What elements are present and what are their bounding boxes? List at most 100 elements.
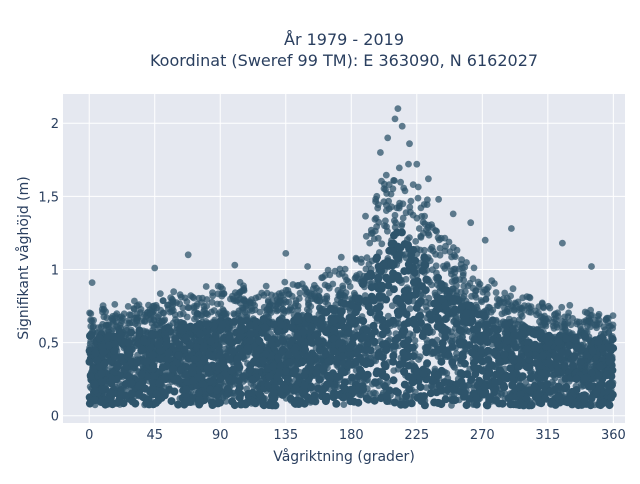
scatter-point <box>510 306 518 313</box>
scatter-point <box>565 341 574 350</box>
scatter-point <box>469 284 477 292</box>
scatter-point <box>477 346 486 355</box>
scatter-point <box>135 381 144 390</box>
scatter-point <box>538 351 547 360</box>
scatter-point <box>195 388 203 397</box>
scatter-point <box>301 345 310 354</box>
scatter-point <box>333 372 342 381</box>
scatter-point-outlier <box>413 160 421 168</box>
scatter-point <box>500 350 509 359</box>
scatter-point <box>468 292 475 300</box>
scatter-point <box>484 283 492 291</box>
scatter-point <box>196 329 205 338</box>
scatter-point <box>338 345 347 354</box>
scatter-point <box>441 301 450 310</box>
scatter-point <box>203 296 211 303</box>
scatter-point <box>198 312 206 320</box>
scatter-point <box>578 391 587 400</box>
scatter-point <box>195 320 204 328</box>
scatter-point <box>443 385 452 394</box>
scatter-point <box>87 322 95 330</box>
scatter-point <box>154 396 163 405</box>
scatter-point <box>422 275 431 284</box>
scatter-point <box>195 395 204 404</box>
scatter-point <box>390 231 398 240</box>
scatter-point <box>345 278 352 286</box>
scatter-point <box>374 352 383 361</box>
scatter-point <box>203 302 211 310</box>
scatter-point <box>422 226 430 234</box>
scatter-point <box>391 177 398 185</box>
scatter-point <box>469 275 477 283</box>
scatter-point <box>189 377 198 386</box>
scatter-point <box>599 399 608 407</box>
scatter-point <box>498 310 506 318</box>
scatter-point <box>244 389 253 398</box>
scatter-point <box>378 322 387 331</box>
scatter-point <box>409 331 417 339</box>
scatter-point <box>460 389 469 397</box>
scatter-point <box>108 375 117 384</box>
scatter-point <box>98 385 107 394</box>
scatter-point <box>175 340 184 349</box>
scatter-point <box>456 340 465 349</box>
scatter-point <box>407 197 415 205</box>
scatter-point <box>219 285 226 293</box>
scatter-point <box>109 316 116 323</box>
scatter-point <box>441 325 450 334</box>
scatter-point <box>609 312 617 319</box>
scatter-point-outlier <box>398 122 406 130</box>
scatter-point <box>209 292 217 300</box>
scatter-point <box>95 324 102 332</box>
scatter-point <box>202 283 210 290</box>
scatter-point <box>293 316 302 325</box>
scatter-point <box>281 367 290 376</box>
scatter-point <box>457 302 466 311</box>
scatter-point <box>320 308 329 317</box>
scatter-point <box>295 295 303 302</box>
scatter-point <box>472 325 481 334</box>
scatter-point <box>411 256 420 265</box>
scatter-point <box>264 297 272 304</box>
scatter-point <box>100 313 108 321</box>
scatter-point <box>298 358 307 367</box>
scatter-point <box>459 264 466 272</box>
scatter-point <box>131 297 138 305</box>
scatter-point <box>572 375 581 384</box>
scatter-point <box>155 379 164 388</box>
scatter-point <box>423 359 432 368</box>
scatter-point <box>543 380 552 389</box>
scatter-point <box>499 382 508 391</box>
scatter-point <box>553 367 562 375</box>
scatter-point <box>592 387 601 396</box>
scatter-point <box>393 388 402 397</box>
scatter-point <box>588 346 597 355</box>
scatter-point <box>170 387 179 396</box>
scatter-point <box>388 203 395 211</box>
scatter-point <box>416 383 425 392</box>
scatter-point <box>357 259 365 266</box>
scatter-point <box>359 385 368 394</box>
scatter-point <box>595 310 603 318</box>
scatter-point <box>305 299 312 307</box>
scatter-point <box>260 323 269 332</box>
scatter-point <box>412 238 420 245</box>
scatter-point <box>315 375 324 384</box>
scatter-point <box>483 338 492 347</box>
scatter-point <box>290 346 299 354</box>
scatter-point <box>208 298 216 306</box>
scatter-point <box>299 328 308 336</box>
scatter-point <box>434 371 442 380</box>
scatter-point <box>609 344 618 353</box>
scatter-point <box>391 211 399 219</box>
scatter-point <box>318 386 327 395</box>
scatter-point <box>496 367 505 376</box>
scatter-point <box>317 323 326 332</box>
scatter-point <box>128 397 137 406</box>
scatter-point <box>492 289 500 296</box>
scatter-point <box>118 317 126 324</box>
scatter-point <box>506 400 515 409</box>
scatter-point <box>139 337 148 346</box>
scatter-point <box>378 240 386 248</box>
scatter-point <box>566 301 574 309</box>
